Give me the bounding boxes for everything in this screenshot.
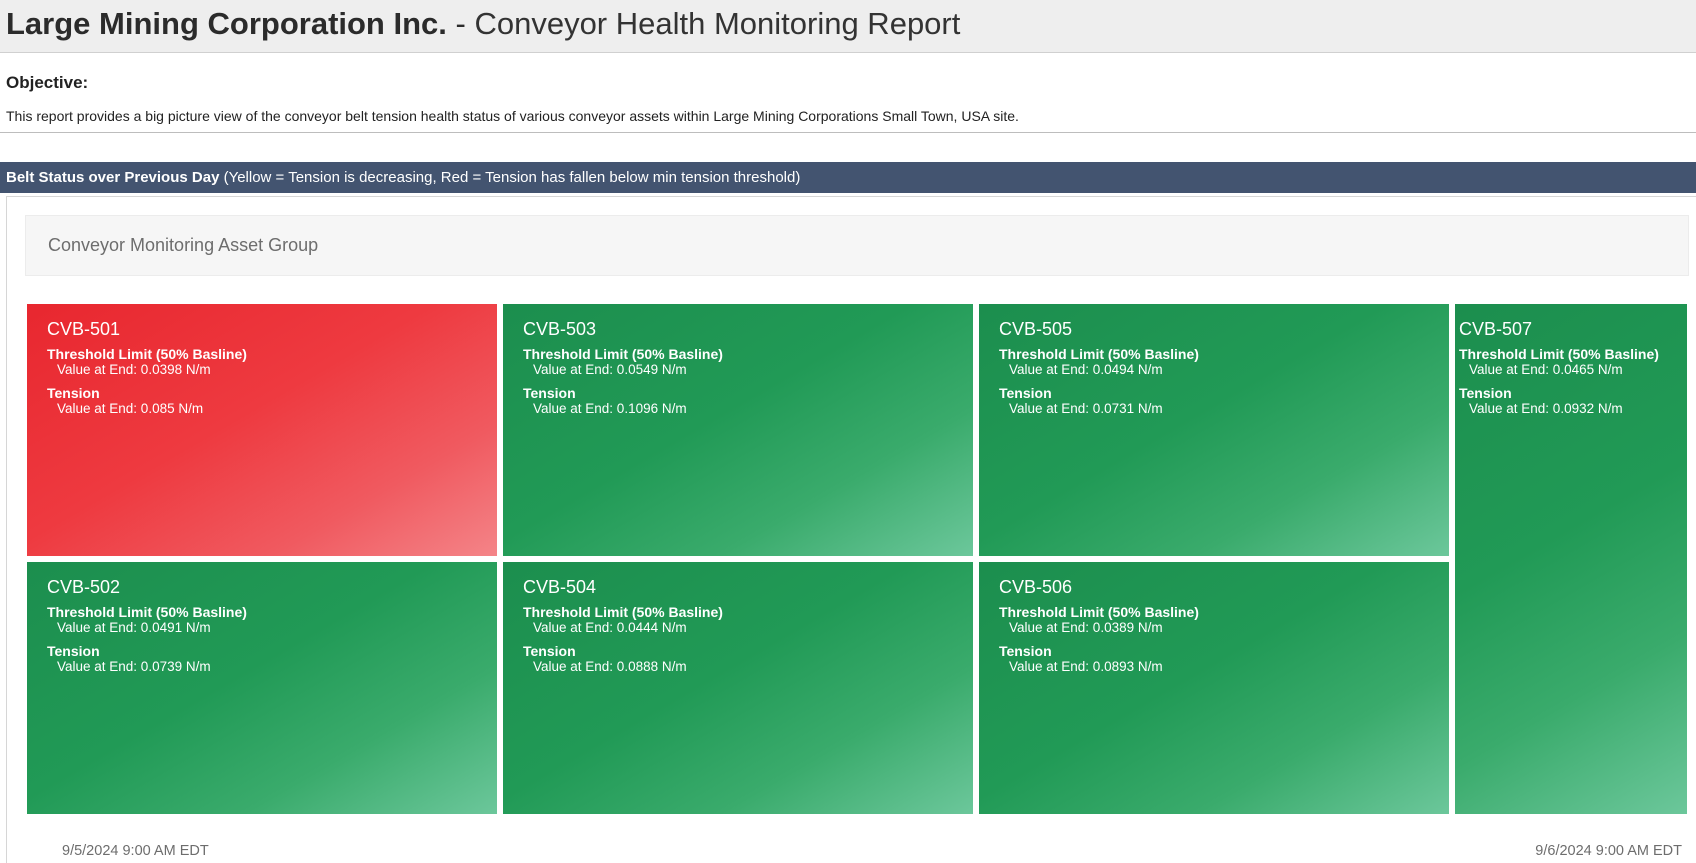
objective-text: This report provides a big picture view …	[6, 108, 1019, 124]
threshold-label: Threshold Limit (50% Basline)	[999, 346, 1199, 362]
tension-value: Value at End: 0.0731 N/m	[1009, 401, 1163, 416]
asset-name: CVB-501	[47, 319, 121, 339]
threshold-value: Value at End: 0.0398 N/m	[57, 362, 211, 377]
report-title: Conveyor Health Monitoring Report	[474, 6, 961, 41]
tension-label: Tension	[523, 643, 576, 659]
timeline-end-label: 9/6/2024 9:00 AM EDT	[1535, 843, 1682, 859]
asset-name: CVB-505	[999, 319, 1073, 339]
page-title: Large Mining Corporation Inc. - Conveyor…	[6, 4, 960, 44]
threshold-label: Threshold Limit (50% Basline)	[47, 604, 247, 620]
asset-tile-cvb-504[interactable]: CVB-504 Threshold Limit (50% Basline) Va…	[503, 562, 973, 814]
asset-group-title: Conveyor Monitoring Asset Group	[48, 235, 319, 255]
tension-label: Tension	[999, 643, 1052, 659]
threshold-label: Threshold Limit (50% Basline)	[47, 346, 247, 362]
asset-name: CVB-504	[523, 577, 597, 597]
threshold-value: Value at End: 0.0494 N/m	[1009, 362, 1163, 377]
belt-status-bar: Belt Status over Previous Day (Yellow = …	[0, 162, 1696, 193]
asset-tile-cvb-507[interactable]: CVB-507 Threshold Limit (50% Basline) Va…	[1455, 304, 1687, 814]
asset-tile-cvb-501[interactable]: CVB-501 Threshold Limit (50% Basline) Va…	[27, 304, 497, 556]
tension-value: Value at End: 0.0893 N/m	[1009, 659, 1163, 674]
tension-label: Tension	[523, 385, 576, 401]
asset-tile-cvb-502[interactable]: CVB-502 Threshold Limit (50% Basline) Va…	[27, 562, 497, 814]
threshold-value: Value at End: 0.0389 N/m	[1009, 620, 1163, 635]
tension-value: Value at End: 0.0739 N/m	[57, 659, 211, 674]
threshold-label: Threshold Limit (50% Basline)	[523, 346, 723, 362]
asset-tile-cvb-506[interactable]: CVB-506 Threshold Limit (50% Basline) Va…	[979, 562, 1449, 814]
timeline-start-label: 9/5/2024 9:00 AM EDT	[62, 843, 209, 859]
threshold-value: Value at End: 0.0444 N/m	[533, 620, 687, 635]
threshold-value: Value at End: 0.0465 N/m	[1469, 362, 1623, 377]
threshold-value: Value at End: 0.0549 N/m	[533, 362, 687, 377]
report-header: Large Mining Corporation Inc. - Conveyor…	[0, 0, 1696, 53]
company-name: Large Mining Corporation Inc.	[6, 6, 447, 41]
asset-tile-cvb-505[interactable]: CVB-505 Threshold Limit (50% Basline) Va…	[979, 304, 1449, 556]
threshold-label: Threshold Limit (50% Basline)	[999, 604, 1199, 620]
belt-status-title: Belt Status over Previous Day	[6, 169, 220, 186]
tension-label: Tension	[1459, 385, 1512, 401]
tension-value: Value at End: 0.085 N/m	[57, 401, 204, 416]
belt-status-legend: (Yellow = Tension is decreasing, Red = T…	[219, 169, 801, 186]
tension-label: Tension	[999, 385, 1052, 401]
tension-label: Tension	[47, 643, 100, 659]
threshold-label: Threshold Limit (50% Basline)	[523, 604, 723, 620]
objective-heading: Objective:	[6, 73, 89, 92]
threshold-label: Threshold Limit (50% Basline)	[1459, 346, 1659, 362]
tension-value: Value at End: 0.0888 N/m	[533, 659, 687, 674]
asset-tile-cvb-503[interactable]: CVB-503 Threshold Limit (50% Basline) Va…	[503, 304, 973, 556]
title-separator: -	[446, 6, 475, 41]
tension-value: Value at End: 0.0932 N/m	[1469, 401, 1623, 416]
divider	[0, 132, 1696, 133]
asset-name: CVB-503	[523, 319, 597, 339]
asset-name: CVB-502	[47, 577, 121, 597]
threshold-value: Value at End: 0.0491 N/m	[57, 620, 211, 635]
tension-label: Tension	[47, 385, 100, 401]
asset-group-header	[25, 215, 1689, 276]
asset-name: CVB-506	[999, 577, 1073, 597]
asset-name: CVB-507	[1459, 319, 1533, 339]
tension-value: Value at End: 0.1096 N/m	[533, 401, 687, 416]
